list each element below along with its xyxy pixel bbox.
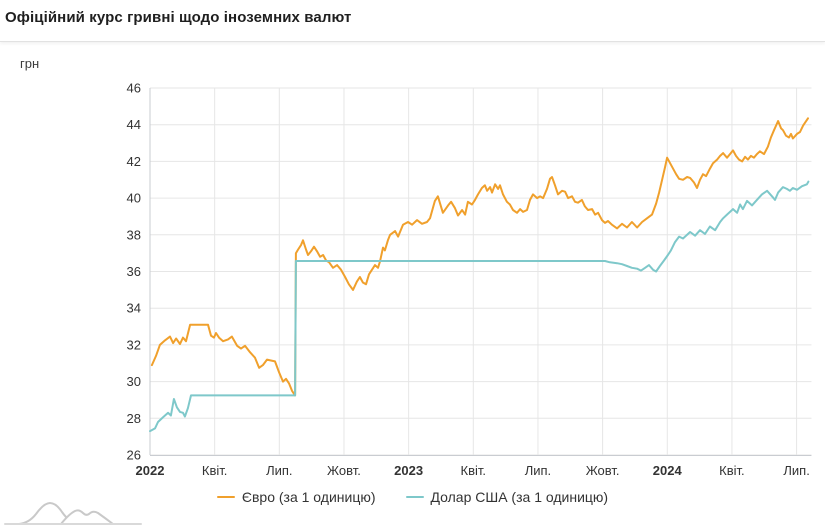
x-axis-tick-label: 2023 <box>394 463 423 478</box>
y-axis-tick-label: 42 <box>127 154 141 169</box>
y-axis-tick-label: 36 <box>127 264 141 279</box>
usd-legend-label: Долар США (за 1 одиницю) <box>430 489 609 505</box>
euro-legend-label: Євро (за 1 одиницю) <box>241 489 376 505</box>
x-axis-tick-label: Лип. <box>783 463 809 478</box>
x-axis-tick-label: Лип. <box>266 463 292 478</box>
y-axis-tick-label: 28 <box>127 411 141 426</box>
chart-legend: Євро (за 1 одиницю) Долар США (за 1 один… <box>0 489 825 505</box>
mountains-logo-icon <box>4 501 142 525</box>
usd-series-line[interactable] <box>149 180 810 433</box>
chart-header: Офіційний курс гривні щодо іноземних вал… <box>0 0 825 42</box>
x-axis-tick-label: 2024 <box>653 463 683 478</box>
page-title: Офіційний курс гривні щодо іноземних вал… <box>5 9 352 26</box>
legend-item-usd[interactable]: Долар США (за 1 одиницю) <box>405 489 609 505</box>
x-axis-tick-label: Лип. <box>525 463 551 478</box>
x-axis-tick-label: Квіт. <box>719 463 745 478</box>
y-axis-tick-label: 46 <box>127 81 141 96</box>
y-axis-tick-label: 30 <box>127 374 141 389</box>
y-axis-tick-label: 32 <box>127 337 141 352</box>
euro-series-line[interactable] <box>150 117 809 397</box>
legend-item-euro[interactable]: Євро (за 1 одиницю) <box>216 489 376 505</box>
y-axis-tick-label: 26 <box>127 448 141 463</box>
y-axis-tick-label: 44 <box>127 117 141 132</box>
y-axis-tick-label: 38 <box>127 227 141 242</box>
x-axis-tick-label: Жовт. <box>327 463 361 478</box>
x-axis-tick-label: Квіт. <box>202 463 228 478</box>
x-axis-tick-label: Квіт. <box>461 463 487 478</box>
euro-legend-marker-icon <box>216 496 235 498</box>
x-axis-tick-label: Жовт. <box>586 463 620 478</box>
y-axis-unit-label: грн <box>20 56 40 71</box>
usd-legend-marker-icon <box>405 496 424 498</box>
y-axis-tick-label: 34 <box>127 301 141 316</box>
x-axis-tick-label: 2022 <box>136 463 165 478</box>
y-axis-tick-label: 40 <box>127 191 141 206</box>
